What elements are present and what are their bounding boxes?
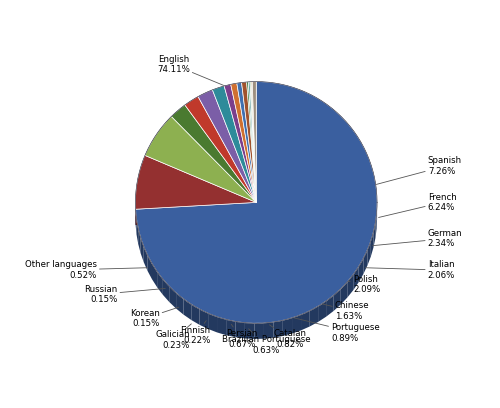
Text: Brazilian Portuguese
0.63%: Brazilian Portuguese 0.63% [222, 329, 310, 355]
Polygon shape [301, 311, 310, 330]
Wedge shape [136, 82, 377, 323]
Wedge shape [136, 155, 256, 209]
Polygon shape [318, 301, 326, 322]
Text: Persian
0.67%: Persian 0.67% [226, 324, 258, 349]
Polygon shape [136, 202, 256, 225]
Wedge shape [246, 82, 256, 202]
Polygon shape [157, 271, 163, 295]
Polygon shape [169, 286, 176, 308]
Polygon shape [148, 255, 152, 279]
Polygon shape [217, 317, 226, 335]
Polygon shape [140, 237, 143, 262]
Polygon shape [264, 322, 274, 339]
Text: Russian
0.15%: Russian 0.15% [84, 284, 166, 304]
Text: Korean
0.15%: Korean 0.15% [130, 307, 178, 328]
Polygon shape [152, 264, 157, 287]
Polygon shape [136, 219, 138, 244]
Text: Catalan
0.82%: Catalan 0.82% [270, 325, 306, 349]
Text: Finnish
0.22%: Finnish 0.22% [180, 321, 210, 345]
Polygon shape [283, 318, 292, 336]
Polygon shape [364, 250, 368, 274]
Polygon shape [340, 282, 347, 304]
Text: Portuguese
0.89%: Portuguese 0.89% [294, 318, 380, 343]
Polygon shape [163, 279, 169, 302]
Polygon shape [254, 323, 264, 339]
Polygon shape [358, 258, 364, 282]
Polygon shape [192, 304, 200, 325]
Text: Italian
2.06%: Italian 2.06% [366, 260, 455, 280]
Wedge shape [212, 86, 256, 202]
Text: Galician
0.23%: Galician 0.23% [155, 324, 192, 350]
Polygon shape [144, 246, 148, 271]
Text: Other languages
0.52%: Other languages 0.52% [25, 260, 147, 280]
Wedge shape [237, 82, 256, 202]
Polygon shape [326, 295, 334, 317]
Polygon shape [374, 222, 376, 247]
Polygon shape [200, 309, 208, 329]
Text: German
2.34%: German 2.34% [372, 229, 462, 248]
Wedge shape [172, 105, 256, 202]
Wedge shape [145, 116, 256, 202]
Polygon shape [292, 315, 301, 333]
Polygon shape [136, 202, 256, 225]
Wedge shape [198, 90, 256, 202]
Wedge shape [252, 82, 256, 202]
Text: French
6.24%: French 6.24% [378, 193, 456, 217]
Polygon shape [274, 320, 283, 338]
Polygon shape [354, 266, 358, 290]
Polygon shape [208, 313, 217, 333]
Polygon shape [334, 289, 340, 311]
Polygon shape [245, 323, 254, 339]
Polygon shape [226, 319, 235, 337]
Polygon shape [348, 275, 354, 297]
Text: Polish
2.09%: Polish 2.09% [336, 275, 380, 294]
Polygon shape [371, 232, 374, 257]
Polygon shape [368, 241, 371, 266]
Wedge shape [248, 82, 256, 202]
Wedge shape [242, 82, 256, 202]
Text: English
74.11%: English 74.11% [157, 55, 244, 94]
Wedge shape [250, 82, 256, 202]
Polygon shape [184, 299, 192, 320]
Text: Spanish
7.26%: Spanish 7.26% [375, 156, 462, 185]
Wedge shape [230, 83, 256, 202]
Polygon shape [310, 306, 318, 326]
Polygon shape [176, 293, 184, 315]
Wedge shape [185, 97, 256, 202]
Text: Chinese
1.63%: Chinese 1.63% [310, 301, 370, 321]
Polygon shape [236, 322, 245, 338]
Polygon shape [138, 228, 140, 253]
Wedge shape [224, 84, 256, 202]
Wedge shape [251, 82, 256, 202]
